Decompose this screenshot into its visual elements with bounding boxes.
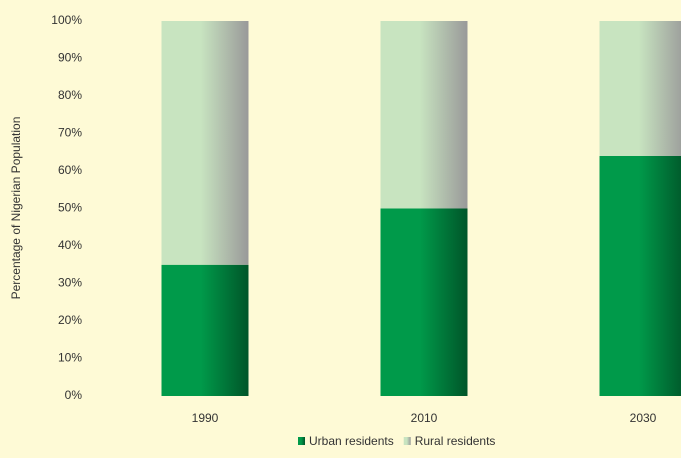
bar-segment bbox=[380, 208, 468, 396]
x-tick-label: 2010 bbox=[411, 411, 438, 425]
bar-segment bbox=[599, 21, 681, 156]
legend-label: Urban residents bbox=[309, 434, 394, 448]
legend-swatch bbox=[298, 437, 305, 445]
bar-segment bbox=[599, 156, 681, 396]
y-tick-label: 0% bbox=[65, 388, 83, 402]
y-tick-label: 20% bbox=[58, 313, 82, 327]
bar-segment bbox=[380, 21, 468, 209]
y-tick-label: 60% bbox=[58, 163, 82, 177]
y-tick-label: 30% bbox=[58, 276, 82, 290]
y-axis-label: Percentage of Nigerian Population bbox=[9, 117, 23, 300]
y-tick-label: 90% bbox=[58, 51, 82, 65]
legend-label: Rural residents bbox=[415, 434, 496, 448]
x-tick-label: 2030 bbox=[630, 411, 657, 425]
bar-segment bbox=[161, 21, 249, 265]
legend-swatch bbox=[403, 437, 411, 445]
y-tick-label: 80% bbox=[58, 88, 82, 102]
bar-segment bbox=[161, 264, 249, 396]
y-tick-label: 40% bbox=[58, 238, 82, 252]
y-tick-label: 100% bbox=[51, 13, 82, 27]
y-tick-label: 70% bbox=[58, 126, 82, 140]
y-tick-label: 10% bbox=[58, 351, 82, 365]
y-tick-label: 50% bbox=[58, 201, 82, 215]
x-tick-label: 1990 bbox=[192, 411, 219, 425]
